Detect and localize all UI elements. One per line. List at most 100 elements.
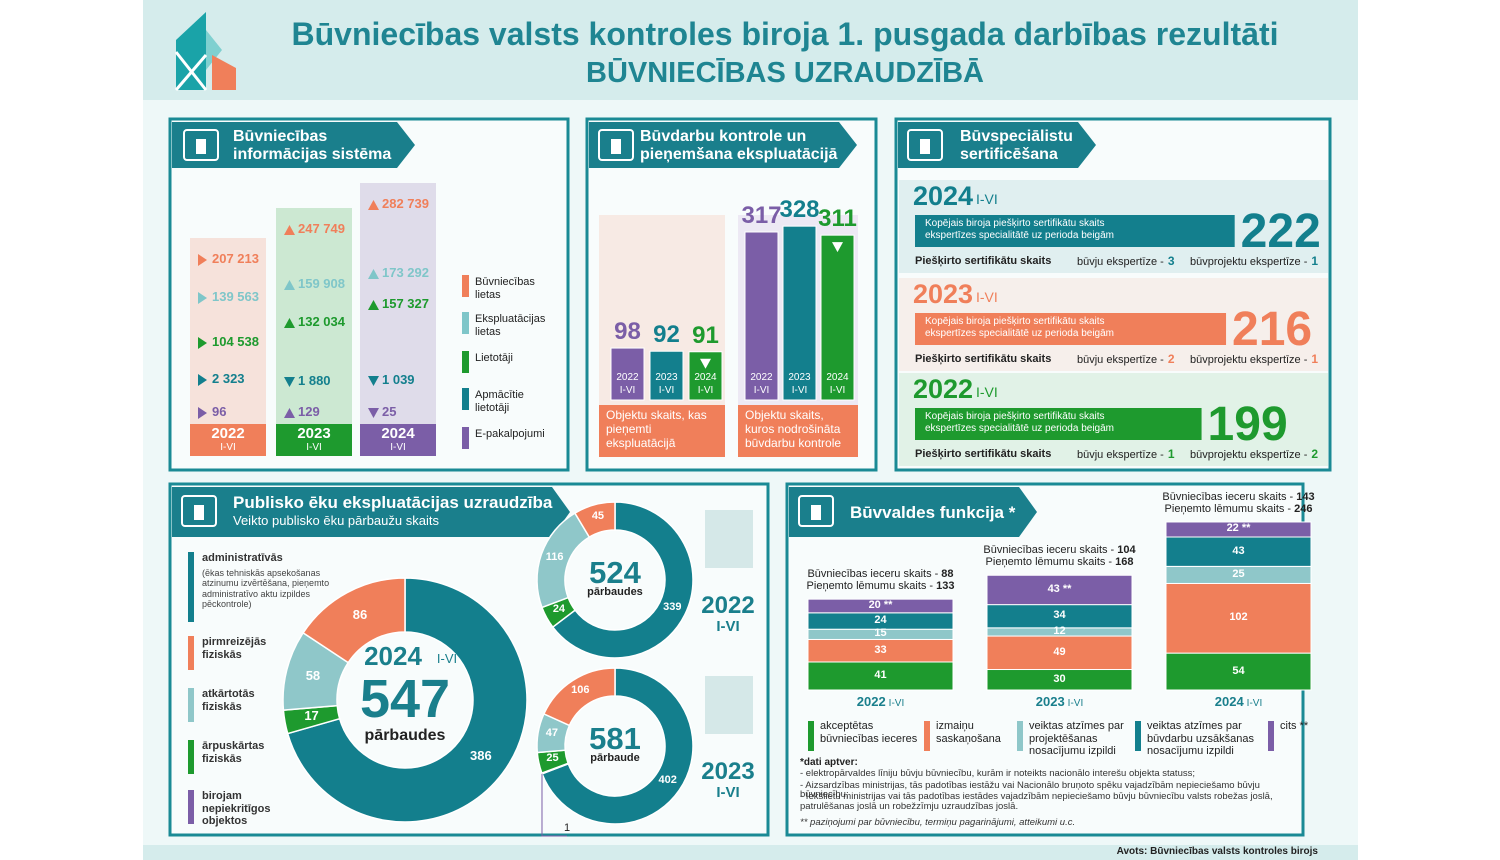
annotation-label: Būvniecības ieceru skaits - <box>983 544 1115 557</box>
year-box <box>360 424 436 456</box>
bar-annotation: Būvniecības ieceru skaits -143 <box>1154 491 1324 504</box>
count-kind: būvju ekspertīze - <box>1077 256 1164 268</box>
bar-period: I-VI <box>697 385 714 396</box>
trend-marker <box>284 318 295 328</box>
legend-label: Lietotāji <box>475 352 513 364</box>
value-label: 104 538 <box>212 334 259 349</box>
x-tick: 2022 I-VI <box>831 694 931 710</box>
count-item: būvju ekspertīze -2 <box>1077 352 1217 367</box>
total-bar <box>915 408 1202 440</box>
bar-year: 2022 <box>616 372 639 383</box>
bar-annotation: Pieņemto lēmumu skaits -133 <box>796 580 966 593</box>
legend-label: E-pakalpojumi <box>475 428 545 440</box>
donut-total-label: pārbaude <box>590 752 640 764</box>
note: ** paziņojumi par būvniecību, termiņu pa… <box>800 817 1076 828</box>
legend-swatch <box>462 427 469 449</box>
legend-swatch <box>1135 721 1141 751</box>
note: - Aizsardzības ministrijas, tās padotība… <box>800 779 1260 801</box>
bar-year: 2022 <box>750 372 773 383</box>
trend-marker <box>198 254 207 266</box>
panel-icon <box>196 139 206 154</box>
trend-marker <box>700 358 711 369</box>
legend-swatch <box>188 552 194 622</box>
legend-label: pirmreizējās fiziskās <box>202 636 267 661</box>
x-tick-label: 2022 <box>856 694 886 709</box>
panel-icon <box>811 505 821 520</box>
donut-slice <box>551 501 694 659</box>
legend-label: administratīvās <box>202 552 283 564</box>
legend-label: veiktas atzīmes par būvdarbu uzsākšanas … <box>1147 720 1255 758</box>
panel-icon <box>183 129 219 161</box>
segment-label: 34 <box>1053 609 1066 622</box>
building-decor <box>705 510 753 568</box>
donut-total: 547 <box>359 669 451 729</box>
panel-icon <box>920 139 930 154</box>
annotation-label: Pieņemto lēmumu skaits - <box>806 580 934 593</box>
trend-marker <box>284 225 295 235</box>
bar-segment <box>807 598 954 614</box>
bar-value: 98 <box>614 318 641 346</box>
annotation-label: Būvniecības ieceru skaits - <box>807 568 939 581</box>
slice-label: 116 <box>545 550 564 563</box>
legend-swatch <box>1268 721 1274 751</box>
year-label: 2023 <box>297 425 331 442</box>
count-kind: būvprojektu ekspertīze - <box>1190 256 1308 268</box>
slice-label: 106 <box>571 684 590 697</box>
count-value: 1 <box>1311 254 1319 268</box>
segment-label: 20 ** <box>868 598 893 611</box>
building-decor <box>705 676 753 734</box>
value-label: 247 749 <box>298 221 345 236</box>
segment-label: 22 ** <box>1226 522 1251 535</box>
donut-year: 2022 <box>701 592 755 619</box>
annotation-value: 246 <box>1294 502 1313 515</box>
bar-segment <box>807 661 954 691</box>
donut-slice <box>302 577 406 664</box>
value-label: 96 <box>212 404 227 419</box>
notes-title: *dati aptver: <box>800 757 858 768</box>
bar-value: 328 <box>779 196 820 224</box>
legend-swatch <box>462 351 469 373</box>
x-tick-label: 2023 <box>1035 694 1065 709</box>
row-year: 2022 <box>913 374 974 404</box>
value-label: 129 <box>298 404 320 419</box>
legend-swatch <box>462 312 469 334</box>
count-value: 1 <box>1167 447 1175 461</box>
bar-value: 311 <box>818 205 857 233</box>
year-box <box>276 424 352 456</box>
row-period: I-VI <box>976 289 998 305</box>
legend-label: atkārtotās fiziskās <box>202 688 255 713</box>
column-background <box>276 208 352 424</box>
legend-label: birojam nepiekritīgos objektos <box>202 790 271 828</box>
legend-label: Būvniecības lietas <box>475 276 535 301</box>
bar-period: I-VI <box>829 385 846 396</box>
value-label: 207 213 <box>212 251 259 266</box>
total-description: Kopējais biroja piešķirto sertifikātu sk… <box>925 218 1114 241</box>
bar-segment <box>986 635 1133 671</box>
count-value: 3 <box>1167 254 1175 268</box>
count-kind: būvju ekspertīze - <box>1077 354 1164 366</box>
segment-label: 43 ** <box>1047 582 1072 595</box>
panel-subtitle: Veikto publisko ēku pārbaužu skaits <box>233 513 439 528</box>
count-item: būvprojektu ekspertīze -1 <box>1190 352 1330 367</box>
total-bar <box>915 313 1227 345</box>
header-band <box>143 0 1358 100</box>
panel <box>168 117 570 472</box>
title-ribbon <box>589 122 857 168</box>
trend-marker <box>198 292 207 304</box>
trend-marker <box>832 242 843 253</box>
count-value: 1 <box>1311 352 1319 366</box>
donut-slice <box>542 667 616 727</box>
value-label: 1 039 <box>382 372 415 387</box>
count-item: būvju ekspertīze -1 <box>1077 447 1217 462</box>
bar <box>610 347 645 401</box>
total-bar <box>915 215 1235 247</box>
donut-period: I-VI <box>436 651 458 666</box>
legend-swatch <box>462 275 469 297</box>
value-label: 1 880 <box>298 373 331 388</box>
slice-label: 24 <box>552 602 566 615</box>
trend-marker <box>368 300 379 310</box>
title-ribbon <box>898 122 1096 168</box>
count-label: Piešķirto sertifikātu skaits <box>915 255 1052 267</box>
